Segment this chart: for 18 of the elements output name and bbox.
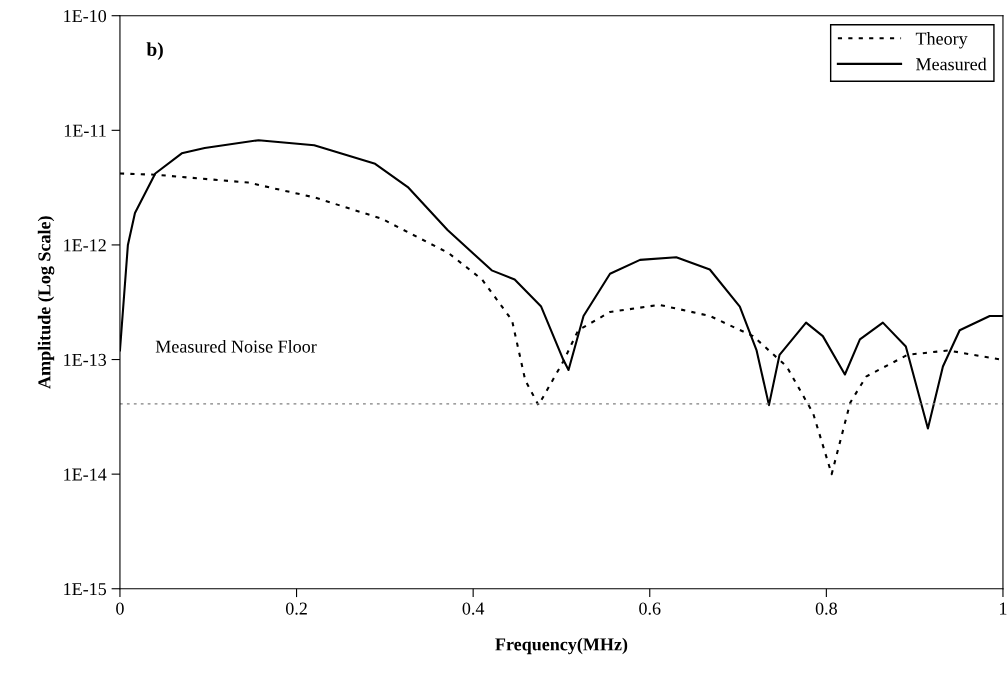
legend-label: Measured xyxy=(916,57,987,71)
legend-label: Theory xyxy=(915,32,968,49)
ref-line-label: Measured Noise Floor xyxy=(155,339,317,353)
y-tick-label: 1E-12 xyxy=(64,239,106,252)
x-axis-title: Frequency(MHz) xyxy=(495,637,628,655)
y-tick-label: 1E-15 xyxy=(64,583,107,596)
x-tick-label: 1 xyxy=(1000,602,1007,615)
x-tick-label: 0.2 xyxy=(285,602,307,615)
y-axis-title: Amplitude (Log Scale) xyxy=(37,216,55,389)
x-tick-label: 0.8 xyxy=(815,602,837,615)
y-tick-label: 1E-13 xyxy=(64,353,107,366)
y-tick-label: 1E-10 xyxy=(64,9,107,23)
x-tick-label: 0.6 xyxy=(639,602,661,615)
y-tick-label: 1E-11 xyxy=(64,124,106,137)
x-tick-label: 0 xyxy=(116,602,124,615)
x-tick-label: 0.4 xyxy=(462,602,485,615)
annotation: b) xyxy=(146,42,163,60)
y-tick-label: 1E-14 xyxy=(64,468,107,481)
